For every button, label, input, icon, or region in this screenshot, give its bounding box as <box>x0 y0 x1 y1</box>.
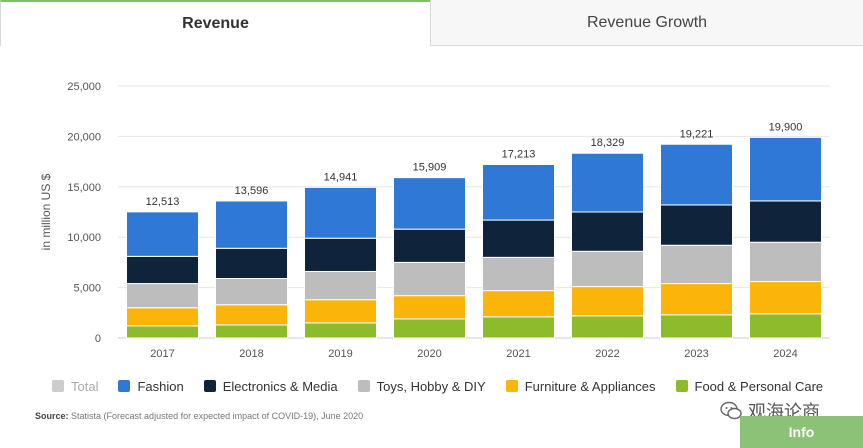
bar-segment <box>393 228 466 263</box>
revenue-stacked-bar-chart: 0 5,000 10,000 15,000 20,000 25,000 in million… <box>39 81 830 360</box>
tab-revenue-growth[interactable]: Revenue Growth <box>430 0 863 46</box>
legend-swatch <box>203 380 216 392</box>
legend-swatch <box>505 380 518 392</box>
bar-segment <box>571 211 644 252</box>
bar-segment <box>571 286 644 317</box>
x-tick-label: 2021 <box>506 348 530 360</box>
bar-segment <box>660 143 733 206</box>
bar-segment <box>482 290 555 318</box>
y-tick-label: 20,000 <box>67 131 101 143</box>
total-data-label: 13,596 <box>235 185 269 197</box>
legend-label: Food & Personal Care <box>694 378 824 394</box>
total-data-label: 17,213 <box>502 148 536 160</box>
y-tick-label: 15,000 <box>67 182 101 194</box>
y-tick-label: 25,000 <box>67 81 101 93</box>
x-tick-label: 2020 <box>417 348 441 360</box>
legend-label: Fashion <box>137 378 184 394</box>
bar-segment <box>749 136 822 202</box>
bar-segment <box>482 219 555 258</box>
bar-segment <box>749 241 822 283</box>
source-text: Statista (Forecast adjusted for expected… <box>71 411 364 421</box>
total-data-label: 12,513 <box>146 196 180 208</box>
bar-segment <box>215 304 288 326</box>
bar-segment <box>749 200 822 243</box>
x-tick-label: 2017 <box>150 348 174 360</box>
bar-segment <box>660 314 733 339</box>
x-tick-label: 2019 <box>328 348 352 360</box>
bar-segment <box>393 318 466 339</box>
bar-segment <box>571 315 644 339</box>
legend-label: Total <box>71 378 99 394</box>
bar-segment <box>215 278 288 306</box>
bar-segment <box>215 247 288 280</box>
x-tick-label: 2018 <box>239 348 263 360</box>
legend-label: Furniture & Appliances <box>524 378 656 394</box>
bar-segment <box>126 307 199 327</box>
bar-segment <box>304 186 377 239</box>
legend-swatch <box>118 380 131 392</box>
legend-label: Toys, Hobby & DIY <box>376 378 486 394</box>
legend-swatch <box>675 380 688 392</box>
source-note: Source: Statista (Forecast adjusted for … <box>35 411 363 421</box>
total-data-label: 15,909 <box>413 162 447 174</box>
bar-segment <box>660 204 733 246</box>
bar-segment <box>126 255 199 285</box>
x-tick-label: 2022 <box>595 348 619 360</box>
source-label: Source: <box>35 411 69 421</box>
bar-segment <box>304 322 377 339</box>
legend-item[interactable]: Toys, Hobby & DIY <box>357 378 486 394</box>
wechat-icon <box>720 401 742 420</box>
bar-segment <box>393 295 466 320</box>
bar-segment <box>393 261 466 297</box>
total-data-label: 19,900 <box>769 121 803 133</box>
legend-swatch <box>52 380 64 392</box>
legend-item[interactable]: Total <box>52 379 98 394</box>
bar-segment <box>749 281 822 315</box>
bar-segment <box>126 325 199 339</box>
bar-segment <box>215 200 288 249</box>
bar-segment <box>571 250 644 288</box>
info-button[interactable]: Info <box>740 416 863 448</box>
tab-bar: Revenue Revenue Growth <box>0 0 863 46</box>
chart-legend: Total Fashion Electronics & Media Toys, Hob… <box>52 376 843 396</box>
bar-segment <box>749 313 822 339</box>
legend-item[interactable]: Food & Personal Care <box>675 378 824 394</box>
bar-segment <box>126 283 199 309</box>
total-data-label: 19,221 <box>680 128 714 140</box>
bar-segment <box>482 256 555 292</box>
total-data-label: 18,329 <box>591 137 625 149</box>
bar-segment <box>393 177 466 230</box>
bar-segment <box>126 211 199 257</box>
legend-item[interactable]: Electronics & Media <box>203 378 338 394</box>
bar-segment <box>571 152 644 213</box>
y-tick-label: 0 <box>95 333 101 345</box>
bar-segment <box>304 299 377 324</box>
bar-segment <box>482 163 555 221</box>
legend-item[interactable]: Fashion <box>118 378 184 394</box>
bar-segment <box>304 270 377 301</box>
y-tick-label: 10,000 <box>67 232 101 244</box>
bar-segment <box>660 244 733 285</box>
legend-label: Electronics & Media <box>222 378 338 394</box>
legend-item[interactable]: Furniture & Appliances <box>505 378 656 394</box>
bar-segment <box>660 283 733 316</box>
bar-segment <box>304 237 377 272</box>
total-data-label: 14,941 <box>324 171 358 183</box>
x-tick-label: 2023 <box>684 348 708 360</box>
y-tick-label: 5,000 <box>73 283 101 295</box>
x-tick-label: 2024 <box>773 348 797 360</box>
bar-segment <box>215 324 288 339</box>
y-axis-label: in million US $ <box>39 173 53 250</box>
tab-revenue[interactable]: Revenue <box>0 0 430 46</box>
bar-segment <box>482 316 555 339</box>
legend-swatch <box>357 380 370 392</box>
